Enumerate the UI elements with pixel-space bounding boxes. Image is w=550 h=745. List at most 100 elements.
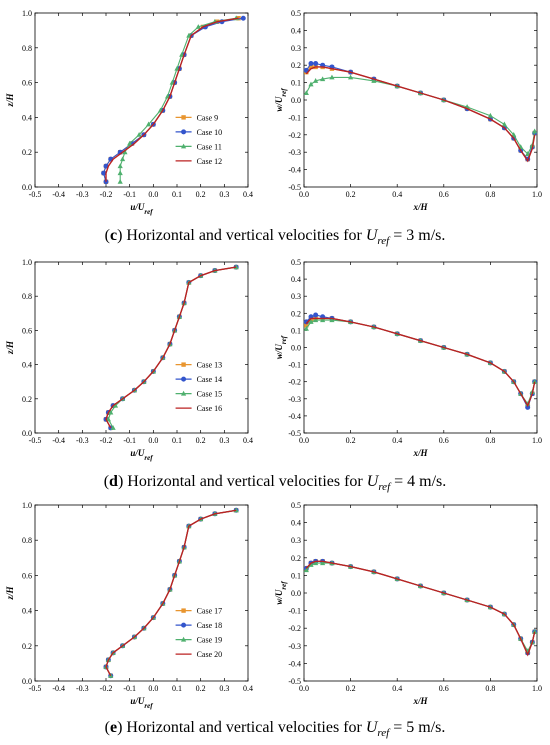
x-tick-label: -0.2 [100,190,113,199]
x-tick-label: 0.2 [196,190,206,199]
plot-frame [303,261,538,434]
data-point [371,78,377,83]
chart-d-left: -0.5 -0.4 -0.3 -0.2 -0.1 0.0 0.1 0.2 0.3 0.4 0.0 0.… [5,258,253,462]
x-tick-label: 0.6 [439,190,449,199]
legend-entry: Case 11 [197,142,222,151]
y-tick-label: 0.4 [22,361,32,370]
y-tick-label: 0.4 [22,113,32,122]
caption-value: = 5 m/s. [393,719,446,736]
legend-entry: Case 15 [197,390,223,399]
x-tick-label: 0.2 [196,436,206,445]
x-tick-label: 0.6 [439,436,449,445]
x-tick-label: 0.8 [485,436,495,445]
data-point [136,132,142,137]
plot-frame [303,504,538,682]
x-tick-label: 0.8 [485,684,495,693]
legend-entry: Case 18 [197,621,223,630]
caption-text: Horizontal and vertical velocities for [126,227,362,244]
data-point [525,151,531,156]
x-tick-label: 1.0 [532,190,542,199]
series-2 [303,560,538,654]
x-tick-label: -0.4 [52,684,65,693]
y-tick-label: 0.4 [291,275,301,284]
x-axis-label: u/Uref [130,696,153,710]
series-line [105,509,237,677]
y-tick-label: 0.2 [22,642,32,651]
data-point [511,132,517,137]
x-tick-label: 1.0 [532,684,542,693]
caption-sub: ref [378,481,391,494]
series-2 [303,74,538,156]
legend-marker [181,362,186,367]
y-tick-label: 0.2 [291,61,301,70]
y-tick-label: -0.3 [288,148,301,157]
data-point [195,24,201,29]
y-tick-label: 0.0 [22,183,32,192]
legend: Case 13 Case 14 Case 15 Case 16 [175,361,223,413]
plot-frame [34,261,249,434]
y-tick-label: 0.3 [291,536,301,545]
data-point [179,51,185,57]
data-point [532,628,538,634]
y-tick-label: 0.6 [22,571,32,580]
legend-marker [181,622,187,628]
legend-entry: Case 12 [197,157,223,166]
x-axis-label: x/H [412,696,428,706]
chart-c-right: 0.0 0.2 0.4 0.6 0.8 1.0 -0.5 -0.4 -0.3 -0.2 -0.1 0.… [274,9,542,212]
legend-entry: Case 9 [197,113,219,122]
data-point [308,81,314,87]
caption-letter: c [109,227,118,244]
data-point [174,65,180,71]
data-point [320,560,326,566]
y-tick-label: -0.5 [288,183,301,192]
caption-var: U [365,719,378,736]
x-tick-label: 0.0 [148,684,158,693]
y-tick-label: 0.4 [22,607,32,616]
x-tick-label: -0.1 [123,190,136,199]
plot-frame [303,12,538,188]
y-tick-label: -0.4 [288,412,301,421]
x-tick-label: -0.4 [52,190,65,199]
data-point [108,409,114,415]
x-axis-label: x/H [412,202,428,212]
x-axis-label: u/Uref [130,448,153,462]
legend-marker [180,636,187,642]
series-line [105,17,239,182]
y-tick-label: 1.0 [22,501,32,510]
data-point [329,317,335,323]
x-tick-label: -0.2 [100,684,113,693]
x-tick-label: 0.0 [299,436,309,445]
caption-var: U [365,227,378,244]
legend-marker [181,608,186,613]
data-point [169,79,175,85]
series-line [305,317,536,407]
y-axis-label: z/H [5,586,15,601]
x-tick-label: 0.4 [392,436,402,445]
series-2 [303,317,538,406]
x-tick-label: -0.4 [52,436,65,445]
y-tick-label: 0.2 [291,554,301,563]
legend-entry: Case 13 [197,361,223,370]
series-3 [105,266,237,429]
data-point [329,74,335,80]
data-point [348,74,354,80]
data-point [320,317,326,323]
y-axis-label-sub: ref [280,581,288,590]
x-tick-label: 0.4 [392,190,402,199]
x-tick-label: 0.3 [219,684,229,693]
x-tick-label: 0.2 [346,684,356,693]
data-point [308,60,314,66]
legend-entry: Case 14 [197,375,223,384]
y-axis-label-sub: ref [280,335,288,344]
y-tick-label: -0.2 [288,131,301,140]
legend-marker [181,129,187,135]
x-axis-label-sub: ref [144,702,153,710]
series-line [305,314,536,409]
data-point [101,170,107,176]
x-tick-label: 1.0 [532,436,542,445]
y-tick-label: 0.1 [291,79,301,88]
x-tick-label: 0.3 [219,436,229,445]
caption-letter: d [109,473,118,490]
caption-sub: ref [377,235,390,248]
y-tick-label: -0.3 [288,642,301,651]
